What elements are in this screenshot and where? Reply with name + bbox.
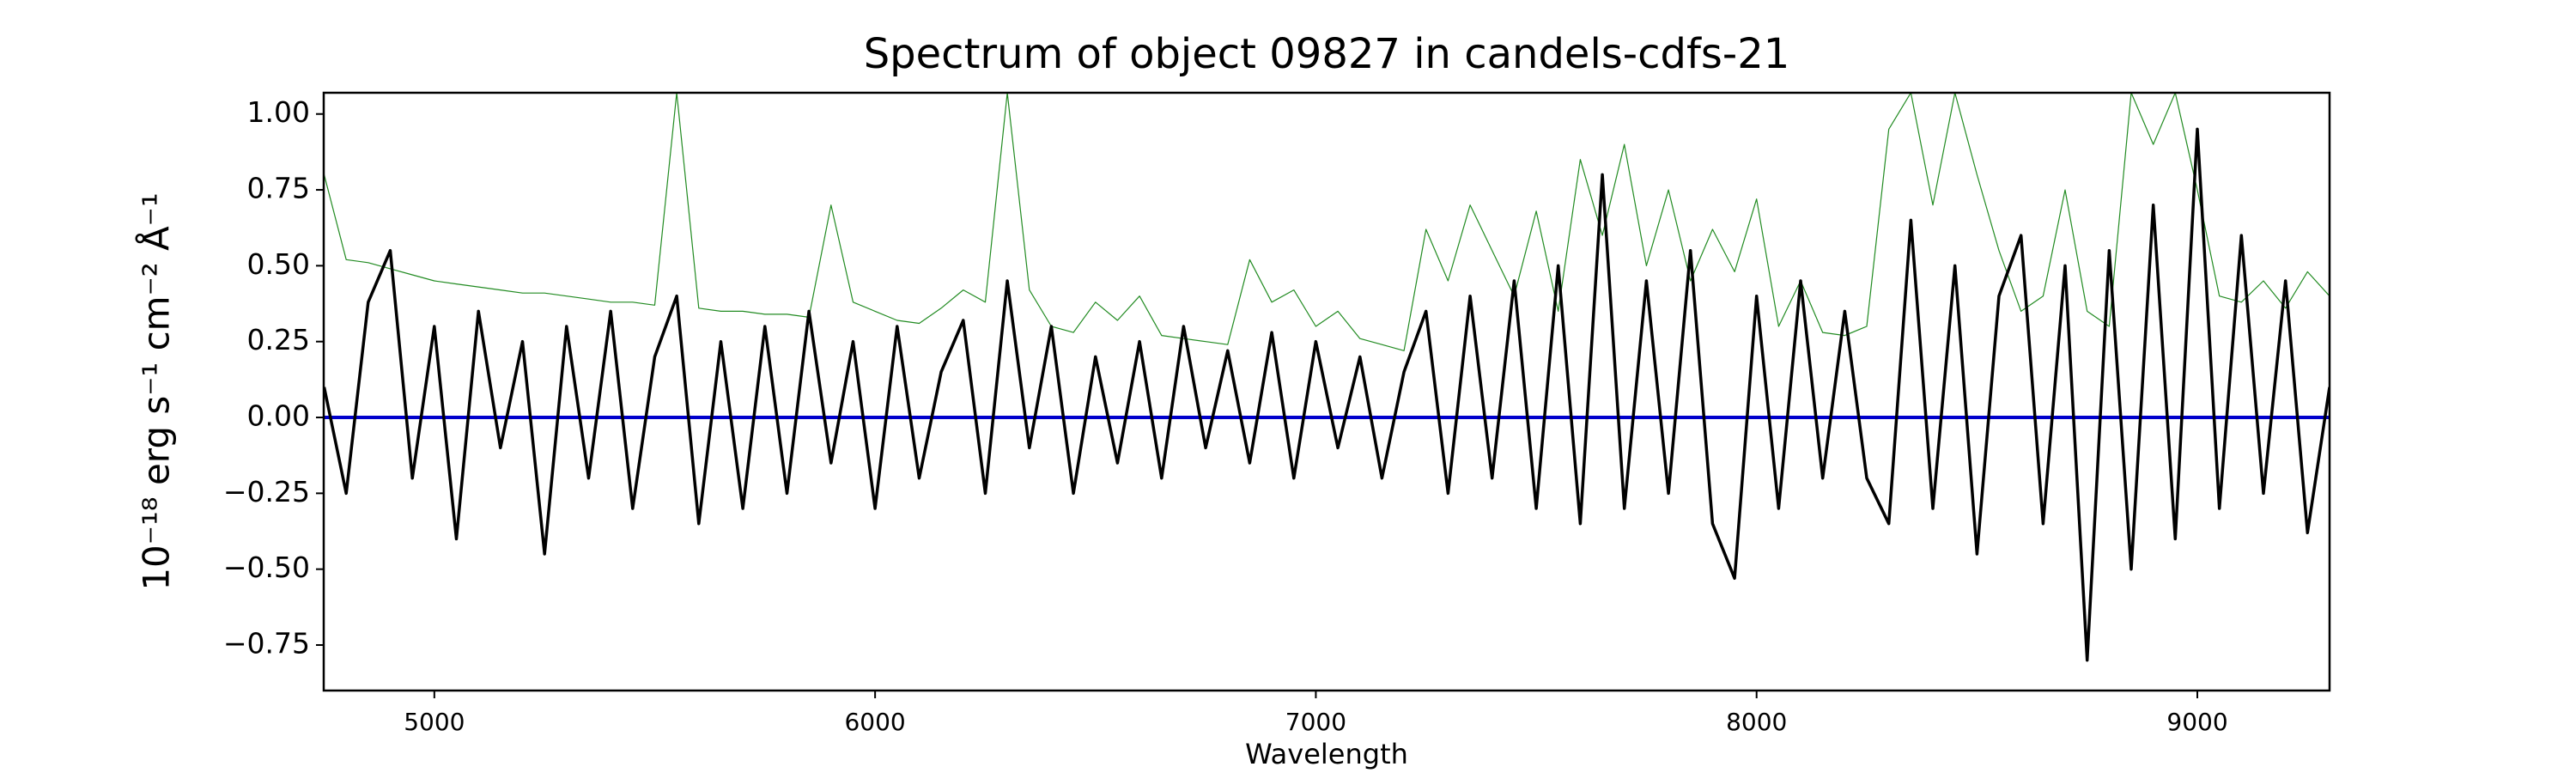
y-tick-label: −0.75 xyxy=(223,627,310,660)
y-axis-label: 10⁻¹⁸ erg s⁻¹ cm⁻² Å⁻¹ xyxy=(135,192,178,590)
x-tick-label: 8000 xyxy=(1726,708,1787,736)
x-tick-label: 6000 xyxy=(844,708,905,736)
spectrum-line xyxy=(324,93,2330,351)
y-tick-label: 0.00 xyxy=(247,399,310,433)
y-tick-label: −0.50 xyxy=(223,551,310,584)
spectrum-line xyxy=(324,127,2330,662)
plot-area xyxy=(324,93,2330,662)
y-tick-label: −0.25 xyxy=(223,475,310,508)
x-tick-label: 5000 xyxy=(404,708,465,736)
y-tick-label: 1.00 xyxy=(247,95,310,129)
x-tick-label: 7000 xyxy=(1285,708,1346,736)
x-tick-label: 9000 xyxy=(2166,708,2227,736)
y-tick-label: 0.25 xyxy=(247,323,310,356)
x-axis-label: Wavelength xyxy=(1245,738,1408,770)
plot-frame xyxy=(322,91,2331,692)
y-tick-label: 0.75 xyxy=(247,172,310,205)
chart-title: Spectrum of object 09827 in candels-cdfs… xyxy=(864,30,1790,78)
y-tick-label: 0.50 xyxy=(247,247,310,281)
